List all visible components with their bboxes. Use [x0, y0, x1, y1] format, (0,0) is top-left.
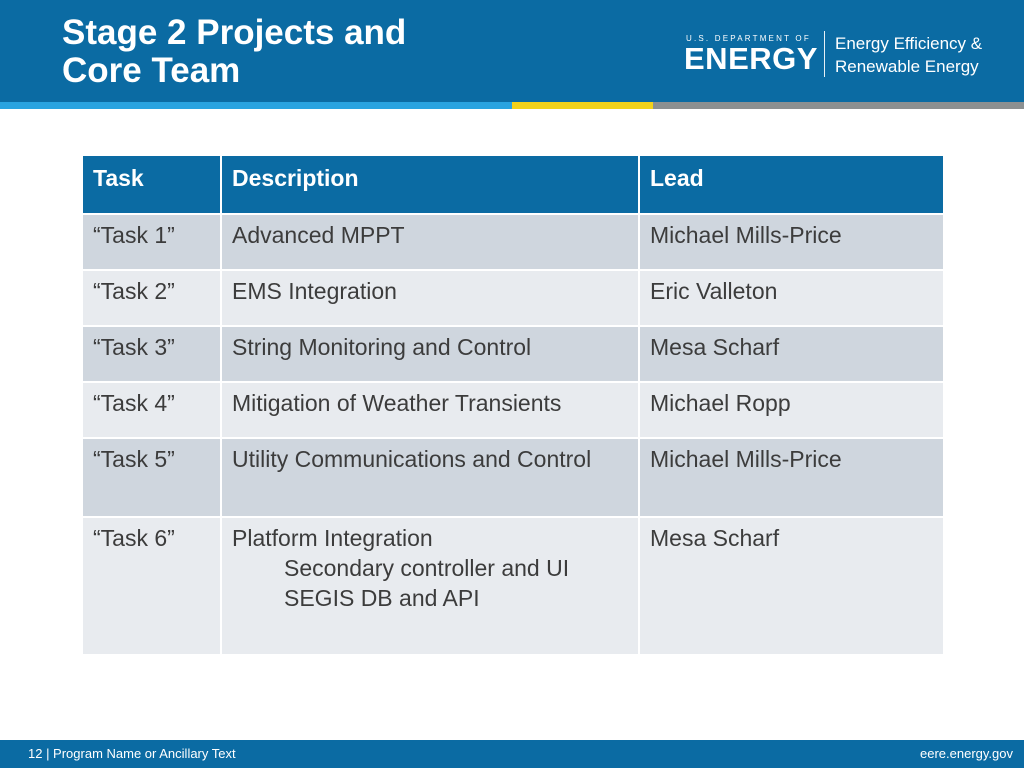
task-cell: “Task 2” — [81, 269, 222, 327]
accent-stripe-blue — [0, 102, 512, 109]
description-cell: Advanced MPPT — [220, 213, 640, 271]
tasks-table: Task Description Lead “Task 1” Advanced … — [81, 154, 945, 656]
description-cell: Mitigation of Weather Transients — [220, 381, 640, 439]
task-cell: “Task 6” — [81, 516, 222, 656]
logo-office-line-2: Renewable Energy — [835, 57, 979, 76]
table-header-row: Task Description Lead — [81, 154, 945, 215]
description-sub-item: Secondary controller and UI — [284, 555, 570, 581]
table-row: “Task 4” Mitigation of Weather Transient… — [81, 381, 945, 439]
title-line-2: Core Team — [62, 51, 241, 90]
logo-divider — [824, 31, 825, 77]
description-cell: String Monitoring and Control — [220, 325, 640, 383]
slide-footer: 12 | Program Name or Ancillary Text eere… — [0, 740, 1024, 768]
table-row: “Task 1” Advanced MPPT Michael Mills-Pri… — [81, 213, 945, 271]
lead-cell: Mesa Scharf — [638, 325, 945, 383]
slide-title: Stage 2 Projects and Core Team — [62, 14, 406, 90]
table-row: “Task 3” String Monitoring and Control M… — [81, 325, 945, 383]
logo-dept-big: ENERGY — [684, 41, 818, 76]
task-cell: “Task 5” — [81, 437, 222, 518]
description-main: Platform Integration — [232, 525, 433, 551]
task-cell: “Task 1” — [81, 213, 222, 271]
slide-header: Stage 2 Projects and Core Team U.S. DEPA… — [0, 0, 1024, 102]
lead-cell: Michael Ropp — [638, 381, 945, 439]
description-sub-item: SEGIS DB and API — [284, 585, 480, 611]
lead-cell: Michael Mills-Price — [638, 437, 945, 518]
footer-page-text: 12 | Program Name or Ancillary Text — [28, 746, 236, 761]
table-row: “Task 2” EMS Integration Eric Valleton — [81, 269, 945, 327]
table-row: “Task 5” Utility Communications and Cont… — [81, 437, 945, 518]
task-cell: “Task 3” — [81, 325, 222, 383]
lead-cell: Mesa Scharf — [638, 516, 945, 656]
accent-stripe-yellow — [512, 102, 653, 109]
footer-website-link[interactable]: eere.energy.gov — [920, 746, 1013, 761]
header-task: Task — [81, 154, 222, 215]
header-lead: Lead — [638, 154, 945, 215]
logo-dept-small: U.S. DEPARTMENT OF — [686, 34, 811, 43]
accent-stripe-gray — [653, 102, 1024, 109]
lead-cell: Eric Valleton — [638, 269, 945, 327]
description-cell: EMS Integration — [220, 269, 640, 327]
task-cell: “Task 4” — [81, 381, 222, 439]
header-description: Description — [220, 154, 640, 215]
logo-office-line-1: Energy Efficiency & — [835, 34, 983, 53]
description-cell: Utility Communications and Control — [220, 437, 640, 518]
description-cell: Platform Integration Secondary controlle… — [220, 516, 640, 656]
table-row: “Task 6” Platform Integration Secondary … — [81, 516, 945, 656]
title-line-1: Stage 2 Projects and — [62, 13, 407, 52]
lead-cell: Michael Mills-Price — [638, 213, 945, 271]
